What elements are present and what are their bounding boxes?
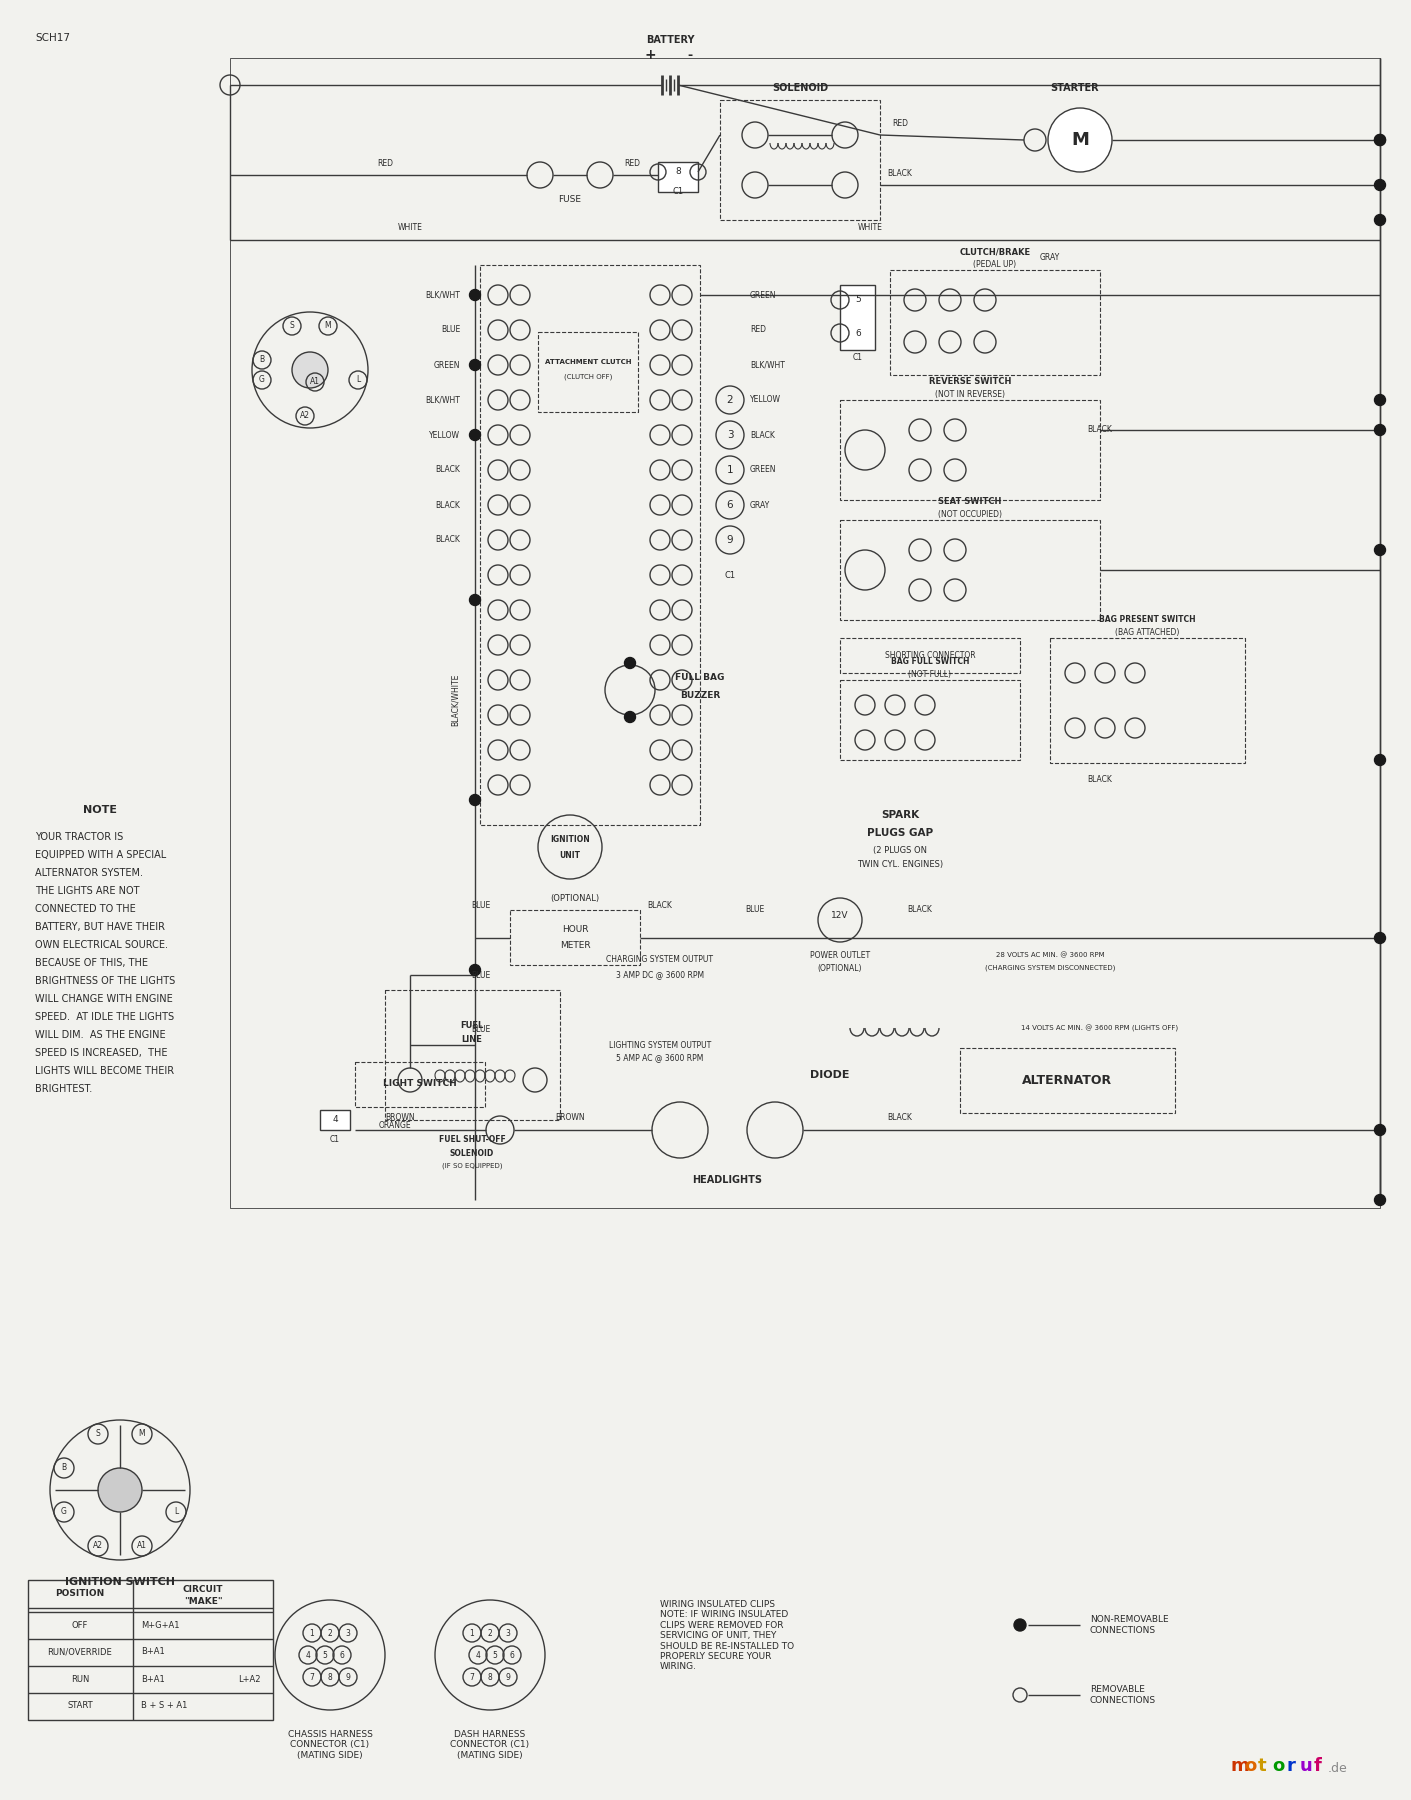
Text: (OPTIONAL): (OPTIONAL): [818, 963, 862, 972]
Text: SPEED.  AT IDLE THE LIGHTS: SPEED. AT IDLE THE LIGHTS: [35, 1012, 174, 1022]
Text: HEADLIGHTS: HEADLIGHTS: [691, 1175, 762, 1184]
Text: CIRCUIT: CIRCUIT: [183, 1586, 223, 1595]
Bar: [480, 265, 700, 824]
Text: PLUGS GAP: PLUGS GAP: [866, 828, 933, 839]
Bar: [890, 270, 1101, 374]
Text: 12V: 12V: [831, 911, 849, 920]
Text: TWIN CYL. ENGINES): TWIN CYL. ENGINES): [856, 860, 943, 869]
Text: ALTERNATOR: ALTERNATOR: [1022, 1073, 1112, 1087]
Text: SHORTING CONNECTOR: SHORTING CONNECTOR: [885, 650, 975, 659]
Text: C1: C1: [854, 353, 864, 362]
Text: YELLOW: YELLOW: [429, 430, 460, 439]
Text: GRAY: GRAY: [1040, 254, 1060, 263]
Text: 2: 2: [727, 394, 734, 405]
Text: (IF SO EQUIPPED): (IF SO EQUIPPED): [442, 1163, 502, 1170]
Text: WHITE: WHITE: [398, 223, 422, 232]
Text: M: M: [1071, 131, 1089, 149]
Circle shape: [1374, 135, 1386, 146]
Circle shape: [470, 360, 481, 371]
Circle shape: [1374, 135, 1386, 146]
Text: STARTER: STARTER: [1051, 83, 1099, 94]
Text: RED: RED: [751, 326, 766, 335]
Text: G: G: [260, 376, 265, 385]
Bar: [509, 911, 641, 965]
Text: BLUE: BLUE: [440, 326, 460, 335]
Text: BATTERY: BATTERY: [646, 34, 694, 45]
Text: 3: 3: [505, 1629, 511, 1638]
Text: BLK/WHT: BLK/WHT: [425, 290, 460, 299]
Text: METER: METER: [560, 940, 590, 950]
Text: S: S: [289, 322, 295, 331]
Text: BRIGHTNESS OF THE LIGHTS: BRIGHTNESS OF THE LIGHTS: [35, 976, 175, 986]
Text: RUN/OVERRIDE: RUN/OVERRIDE: [48, 1647, 113, 1656]
Text: (PEDAL UP): (PEDAL UP): [974, 259, 1016, 268]
Text: 14 VOLTS AC MIN. @ 3600 RPM (LIGHTS OFF): 14 VOLTS AC MIN. @ 3600 RPM (LIGHTS OFF): [1022, 1024, 1178, 1031]
Text: OFF: OFF: [72, 1620, 87, 1629]
Text: m: m: [1230, 1757, 1249, 1775]
Text: DASH HARNESS
CONNECTOR (C1)
(MATING SIDE): DASH HARNESS CONNECTOR (C1) (MATING SIDE…: [450, 1730, 529, 1760]
Text: t: t: [1259, 1757, 1267, 1775]
Text: SEAT SWITCH: SEAT SWITCH: [938, 497, 1002, 506]
Bar: [840, 637, 1020, 673]
Text: L+A2: L+A2: [238, 1674, 261, 1683]
Text: 7: 7: [470, 1672, 474, 1681]
Circle shape: [1048, 108, 1112, 173]
Text: FUSE: FUSE: [559, 196, 581, 205]
Bar: [840, 400, 1101, 500]
Text: SOLENOID: SOLENOID: [450, 1148, 494, 1157]
Bar: [720, 101, 880, 220]
Text: BLACK/WHITE: BLACK/WHITE: [450, 673, 460, 725]
Text: YELLOW: YELLOW: [751, 396, 782, 405]
Text: (OPTIONAL): (OPTIONAL): [550, 893, 600, 902]
Text: 1: 1: [309, 1629, 315, 1638]
Text: LINE: LINE: [461, 1035, 483, 1044]
Text: FULL BAG: FULL BAG: [676, 673, 725, 682]
Text: CHARGING SYSTEM OUTPUT: CHARGING SYSTEM OUTPUT: [607, 956, 714, 965]
Text: (CLUTCH OFF): (CLUTCH OFF): [564, 374, 612, 380]
Text: UNIT: UNIT: [560, 851, 580, 860]
Text: BLACK: BLACK: [907, 905, 933, 914]
Circle shape: [1374, 394, 1386, 405]
Text: IGNITION: IGNITION: [550, 835, 590, 844]
Text: 6: 6: [509, 1651, 515, 1660]
Text: M: M: [325, 322, 332, 331]
Text: 2: 2: [488, 1629, 492, 1638]
Text: 4: 4: [476, 1651, 480, 1660]
Text: BLACK: BLACK: [435, 536, 460, 544]
Text: 5 AMP AC @ 3600 RPM: 5 AMP AC @ 3600 RPM: [617, 1053, 704, 1062]
Text: SPARK: SPARK: [880, 810, 919, 821]
Text: BLACK: BLACK: [435, 500, 460, 509]
Text: B+A1: B+A1: [141, 1674, 165, 1683]
Bar: [840, 520, 1101, 619]
Text: HOUR: HOUR: [562, 925, 588, 934]
Text: SOLENOID: SOLENOID: [772, 83, 828, 94]
Text: RED: RED: [377, 158, 394, 167]
Text: BLK/WHT: BLK/WHT: [425, 396, 460, 405]
Text: 3: 3: [727, 430, 734, 439]
Text: 6: 6: [340, 1651, 344, 1660]
Circle shape: [292, 353, 327, 389]
Text: DIODE: DIODE: [810, 1069, 849, 1080]
Text: 6: 6: [727, 500, 734, 509]
Text: RUN: RUN: [71, 1674, 89, 1683]
Circle shape: [470, 290, 481, 301]
Text: BLACK: BLACK: [435, 466, 460, 475]
Text: L: L: [174, 1508, 178, 1516]
Text: BLACK: BLACK: [751, 430, 775, 439]
Text: GREEN: GREEN: [751, 290, 776, 299]
Text: BLUE: BLUE: [745, 905, 765, 914]
Text: EQUIPPED WITH A SPECIAL: EQUIPPED WITH A SPECIAL: [35, 850, 166, 860]
Bar: [320, 1111, 350, 1130]
Text: BLACK: BLACK: [648, 900, 673, 909]
Text: f: f: [1314, 1757, 1322, 1775]
Circle shape: [97, 1469, 143, 1512]
Bar: [28, 1580, 272, 1721]
Text: 5: 5: [855, 295, 861, 304]
Text: o: o: [1271, 1757, 1284, 1775]
Text: L: L: [356, 376, 360, 385]
Bar: [840, 680, 1020, 760]
Text: START: START: [68, 1701, 93, 1710]
Text: -: -: [687, 49, 693, 61]
Text: OWN ELECTRICAL SOURCE.: OWN ELECTRICAL SOURCE.: [35, 940, 168, 950]
Circle shape: [1374, 544, 1386, 556]
